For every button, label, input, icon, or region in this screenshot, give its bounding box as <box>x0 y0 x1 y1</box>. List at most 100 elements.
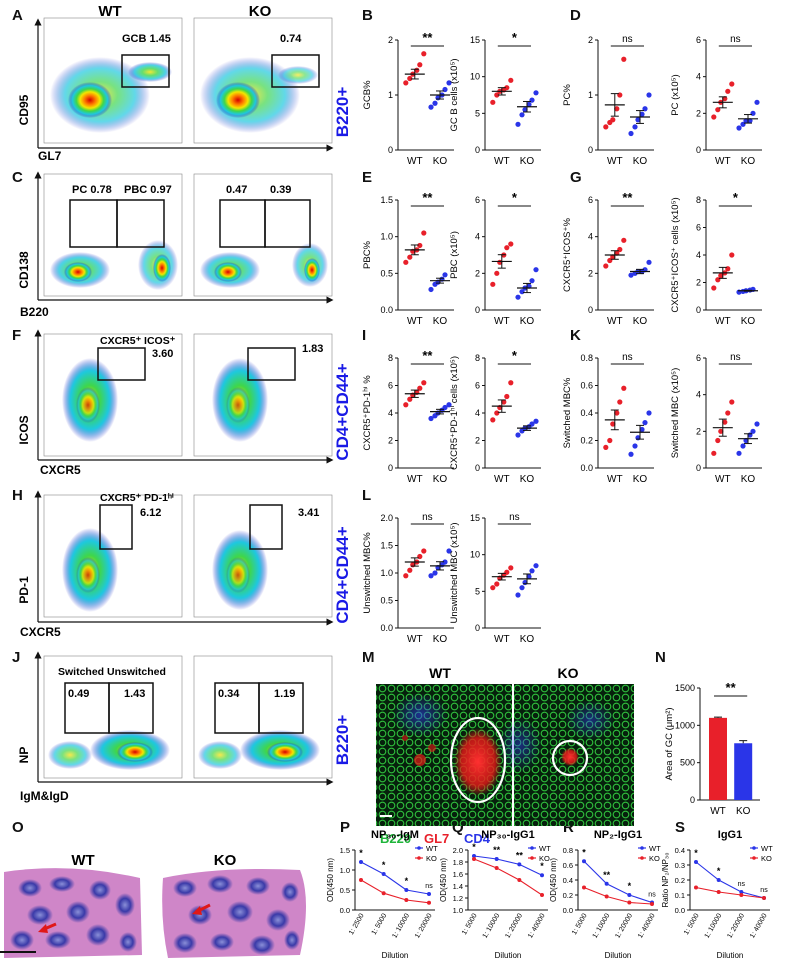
y-tick-label: 0 <box>475 305 480 315</box>
flow-f-wt-gate: 3.60 <box>152 348 173 360</box>
y-tick-label: 0.0 <box>340 906 350 915</box>
y-tick-label: 0.1 <box>675 891 685 900</box>
y-tick-label: 0 <box>475 463 480 473</box>
chart-b2: 0 5 10 15 GC B cells (x10⁵) WT KO * <box>449 30 541 167</box>
data-point <box>508 77 514 83</box>
y-tick-label: 0.8 <box>580 353 593 363</box>
y-tick-label: 0.2 <box>580 436 593 446</box>
data-point <box>407 254 413 260</box>
panel-letter-r: R <box>563 819 574 836</box>
legend-label: WT <box>426 844 438 853</box>
panel-letter-d: D <box>570 7 581 24</box>
data-point <box>711 450 717 456</box>
data-point <box>526 574 532 580</box>
data-point <box>421 548 427 554</box>
legend-marker <box>417 856 421 860</box>
data-point <box>504 245 510 251</box>
y-tick-label: 6 <box>475 195 480 205</box>
y-tick-label: 10 <box>470 550 480 560</box>
data-point <box>515 121 521 127</box>
chart-title: NP₂-IgG1 <box>594 829 642 841</box>
flow-header-wt: WT <box>98 3 121 20</box>
flow-h-ko-gate: 3.41 <box>298 507 319 519</box>
y-tick-label: 2 <box>696 278 701 288</box>
flow-f-wt-gate-name: CXCR5⁺ ICOS⁺ <box>100 335 176 347</box>
y-tick-label: 0.0 <box>580 463 593 473</box>
flow-c-xlabel: B220 <box>20 305 49 319</box>
panel-letter-g: G <box>570 169 582 186</box>
sig-label: * <box>472 842 476 852</box>
legend-label: WT <box>649 844 661 853</box>
data-point <box>603 444 609 450</box>
y-tick-label: 0.0 <box>675 906 685 915</box>
data-point <box>718 273 724 279</box>
data-point <box>628 272 634 278</box>
chart-l2: 0 5 10 15 Unswitched MBC (x10⁵) WT KO ns <box>449 512 541 645</box>
y-tick-label: 2 <box>588 268 593 278</box>
panel-letter-k: K <box>570 327 581 344</box>
flow-h-xlabel: CXCR5 <box>20 625 61 639</box>
x-tick-label: 1: 10000 <box>482 912 502 939</box>
y-tick-label: 0.4 <box>675 846 685 855</box>
legend-label: KO <box>761 854 772 863</box>
y-tick-label: 0 <box>588 305 593 315</box>
flow-j-ko-gate2: 1.19 <box>274 688 295 700</box>
flow-f-ko-gate: 1.83 <box>302 343 323 355</box>
data-point <box>446 402 452 408</box>
flow-f-xlabel: CXCR5 <box>40 463 81 477</box>
data-point <box>646 92 652 98</box>
flow-panel-a: CD95 GL7 GCB 1.45 0.74 <box>17 17 334 163</box>
y-tick-label: 1.2 <box>453 894 463 903</box>
y-axis-label: CXCR5⁺ICOS⁺ cells (x10⁵) <box>670 197 681 312</box>
x-tick-label: KO <box>633 316 648 327</box>
y-tick-label: 4 <box>696 72 701 82</box>
y-tick-label: 10 <box>470 72 480 82</box>
data-point <box>432 100 438 106</box>
y-axis-label: PBC% <box>362 240 373 269</box>
chart-title: NP₃₀-IgM <box>371 829 419 841</box>
data-point <box>533 90 539 96</box>
legend-marker <box>530 846 534 850</box>
data-point <box>442 404 448 411</box>
data-point <box>490 99 496 105</box>
y-tick-label: 0 <box>690 795 695 805</box>
data-point <box>522 107 528 113</box>
sig-label: ns <box>622 352 633 363</box>
data-point <box>432 570 438 576</box>
data-point <box>736 450 742 456</box>
chart-k2: 0 2 4 6 Switched MBC (x10⁵) WT KO ns <box>670 352 762 485</box>
series-line <box>360 861 430 895</box>
series-point <box>582 859 586 864</box>
data-point <box>519 585 525 591</box>
y-axis-label: Ratio NP₂/NP₃₀ <box>661 852 670 907</box>
y-tick-label: 4 <box>696 250 701 260</box>
series-point <box>381 872 386 876</box>
data-point <box>428 415 434 422</box>
y-tick-label: 1000 <box>675 720 695 730</box>
y-tick-label: 0.8 <box>563 846 573 855</box>
data-point <box>515 592 521 598</box>
flow-panel-c: CD138 B220 PC 0.78 PBC 0.97 0.47 0.39 <box>17 171 334 319</box>
data-point <box>725 410 731 416</box>
y-tick-label: 1 <box>388 90 393 100</box>
x-tick-label: 1: 20000 <box>504 912 524 939</box>
y-tick-label: 8 <box>475 353 480 363</box>
data-point <box>639 426 645 433</box>
y-tick-label: 0.2 <box>563 891 573 900</box>
y-tick-label: 0.4 <box>563 876 573 885</box>
x-axis-label: Dilution <box>495 951 522 960</box>
flow-c-ko-gate1: 0.47 <box>226 184 247 196</box>
sig-label: * <box>717 866 721 876</box>
panel-letter-l: L <box>362 487 371 504</box>
y-tick-label: 0.3 <box>675 861 685 870</box>
data-point <box>628 451 634 457</box>
panel-letter-n: N <box>655 649 666 666</box>
x-tick-label: KO <box>633 474 648 485</box>
y-tick-label: 0.0 <box>563 906 573 915</box>
series-point <box>494 866 499 870</box>
data-point <box>617 399 623 405</box>
y-tick-label: 2 <box>588 35 593 45</box>
x-tick-label: WT <box>710 806 726 817</box>
y-tick-label: 0.6 <box>563 861 573 870</box>
